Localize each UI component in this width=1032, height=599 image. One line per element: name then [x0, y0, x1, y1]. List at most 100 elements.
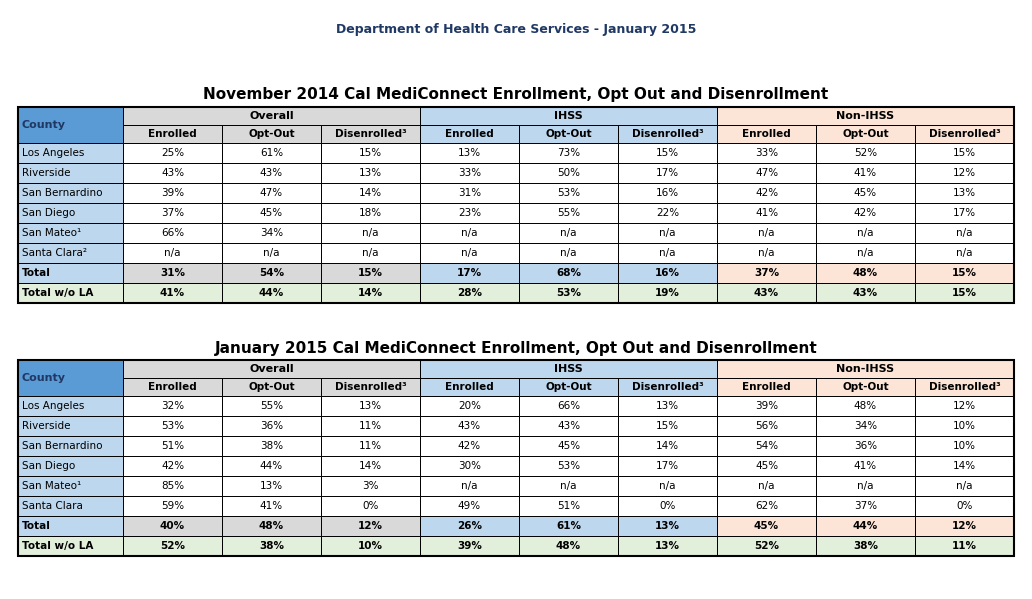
Text: 48%: 48% [852, 268, 878, 278]
Bar [519, 516, 618, 536]
Text: 59%: 59% [161, 501, 184, 511]
Bar [717, 416, 816, 436]
Text: 55%: 55% [260, 401, 283, 411]
Text: 13%: 13% [260, 481, 283, 491]
Text: 48%: 48% [853, 401, 877, 411]
Bar [321, 378, 420, 396]
Bar [222, 536, 321, 556]
Text: 17%: 17% [953, 208, 976, 218]
Text: 39%: 39% [457, 541, 482, 551]
Text: n/a: n/a [659, 481, 676, 491]
Bar [816, 516, 915, 536]
Text: Opt-Out: Opt-Out [842, 382, 889, 392]
Bar [222, 516, 321, 536]
Bar [123, 456, 222, 476]
Text: 10%: 10% [953, 441, 976, 451]
Text: 54%: 54% [259, 268, 284, 278]
Text: 38%: 38% [260, 441, 283, 451]
Bar [519, 203, 618, 223]
Bar [816, 456, 915, 476]
Bar [18, 456, 123, 476]
Bar [123, 536, 222, 556]
Text: 37%: 37% [161, 208, 184, 218]
Bar [717, 263, 816, 283]
Text: Total w/o LA: Total w/o LA [22, 541, 93, 551]
Text: 47%: 47% [260, 188, 283, 198]
Text: 13%: 13% [656, 401, 679, 411]
Bar [123, 476, 222, 496]
Bar [321, 496, 420, 516]
Bar [816, 496, 915, 516]
Bar [123, 496, 222, 516]
Bar [321, 163, 420, 183]
Text: Department of Health Care Services - January 2015: Department of Health Care Services - Jan… [335, 23, 697, 37]
Bar [915, 396, 1014, 416]
Bar [18, 223, 123, 243]
Text: San Mateo¹: San Mateo¹ [22, 481, 82, 491]
Text: 17%: 17% [457, 268, 482, 278]
Bar [420, 125, 519, 143]
Text: Santa Clara²: Santa Clara² [22, 248, 87, 258]
Text: 13%: 13% [655, 541, 680, 551]
Bar [420, 223, 519, 243]
Bar [420, 163, 519, 183]
Bar [321, 203, 420, 223]
Text: 52%: 52% [160, 541, 185, 551]
Text: n/a: n/a [858, 248, 874, 258]
Bar [915, 125, 1014, 143]
Bar [123, 107, 420, 125]
Bar [915, 416, 1014, 436]
Text: n/a: n/a [164, 248, 181, 258]
Bar [420, 416, 519, 436]
Text: 44%: 44% [260, 461, 283, 471]
Text: 43%: 43% [458, 421, 481, 431]
Bar [222, 203, 321, 223]
Text: 48%: 48% [259, 521, 284, 531]
Text: 13%: 13% [359, 168, 382, 178]
Text: 44%: 44% [852, 521, 878, 531]
Bar [717, 456, 816, 476]
Text: 37%: 37% [853, 501, 877, 511]
Text: 12%: 12% [953, 401, 976, 411]
Text: Disenrolled³: Disenrolled³ [632, 382, 704, 392]
Text: 61%: 61% [556, 521, 581, 531]
Bar [321, 516, 420, 536]
Bar [618, 223, 717, 243]
Text: 13%: 13% [655, 521, 680, 531]
Bar [222, 396, 321, 416]
Bar [618, 436, 717, 456]
Text: 11%: 11% [359, 441, 382, 451]
Text: 23%: 23% [458, 208, 481, 218]
Bar [519, 125, 618, 143]
Bar [519, 243, 618, 263]
Bar [519, 223, 618, 243]
Text: 10%: 10% [953, 421, 976, 431]
Text: 38%: 38% [259, 541, 284, 551]
Bar [420, 536, 519, 556]
Bar [123, 378, 222, 396]
Text: 12%: 12% [952, 521, 977, 531]
Text: 12%: 12% [358, 521, 383, 531]
Text: Enrolled: Enrolled [742, 382, 791, 392]
Bar [420, 456, 519, 476]
Bar [816, 183, 915, 203]
Text: n/a: n/a [957, 228, 973, 238]
Text: Non-IHSS: Non-IHSS [837, 364, 895, 374]
Bar [222, 163, 321, 183]
Bar [618, 125, 717, 143]
Text: Disenrolled³: Disenrolled³ [632, 129, 704, 139]
Bar [123, 360, 420, 378]
Text: 42%: 42% [853, 208, 877, 218]
Text: 28%: 28% [457, 288, 482, 298]
Bar [420, 263, 519, 283]
Text: 26%: 26% [457, 521, 482, 531]
Bar [321, 396, 420, 416]
Bar [18, 436, 123, 456]
Text: n/a: n/a [461, 481, 478, 491]
Bar [618, 263, 717, 283]
Bar [420, 183, 519, 203]
Text: 17%: 17% [656, 461, 679, 471]
Text: 53%: 53% [161, 421, 184, 431]
Text: n/a: n/a [461, 248, 478, 258]
Text: 15%: 15% [656, 148, 679, 158]
